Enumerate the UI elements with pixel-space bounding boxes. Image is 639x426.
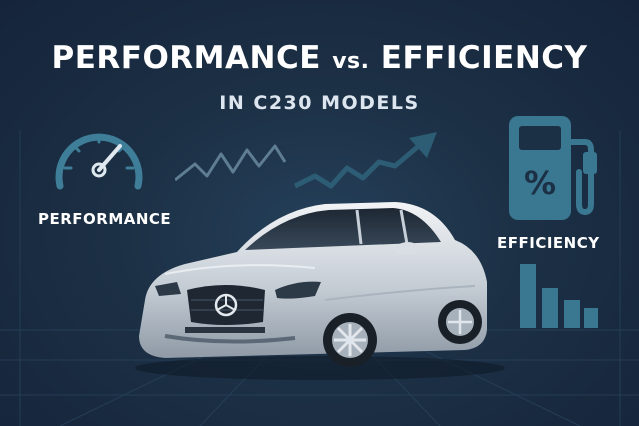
fuel-pump-icon: % [509, 116, 597, 220]
pump-percent-symbol: % [524, 164, 556, 202]
trend-line-icon [175, 132, 437, 189]
efficiency-label: EFFICIENCY [497, 234, 600, 252]
bar-chart-icon [520, 264, 598, 328]
page-subtitle: IN C230 MODELS [219, 92, 420, 114]
speedometer-icon [55, 133, 143, 190]
title-second: EFFICIENCY [380, 40, 588, 76]
performance-label: PERFORMANCE [38, 210, 172, 228]
title-vs: vs. [332, 49, 370, 74]
page-title: PERFORMANCE vs. EFFICIENCY [0, 40, 639, 76]
title-main: PERFORMANCE [51, 40, 321, 76]
sedan-car-illustration [135, 202, 505, 380]
